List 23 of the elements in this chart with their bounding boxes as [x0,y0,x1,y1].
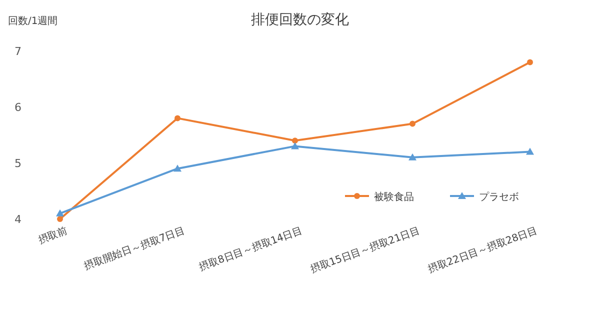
x-tick-label: 摂取前 [36,224,70,246]
legend-label: プラセボ [479,191,519,203]
x-tick-label: 摂取15日目～摂取21日目 [308,224,422,276]
point [527,59,533,66]
point [56,209,64,216]
point [410,120,416,127]
x-tick-label: 摂取22日目～摂取28日目 [426,224,540,276]
y-tick-label: 7 [14,45,22,58]
point [526,148,534,155]
point [292,138,298,144]
y-tick-label: 4 [14,213,22,226]
x-tick-label: 摂取8日目～摂取14日目 [197,224,304,274]
point [57,216,63,222]
y-tick-label: 6 [14,101,22,114]
point [291,142,299,150]
point [174,115,180,122]
point [408,153,416,160]
y-axis-title: 回数/1週間 [8,16,58,27]
chart-title: 排便回数の変化 [251,12,349,28]
x-tick-label: 摂取開始日～摂取7日目 [82,224,187,272]
y-tick-label: 5 [14,157,22,170]
point [174,164,182,172]
legend-label: 被験食品 [374,191,414,203]
